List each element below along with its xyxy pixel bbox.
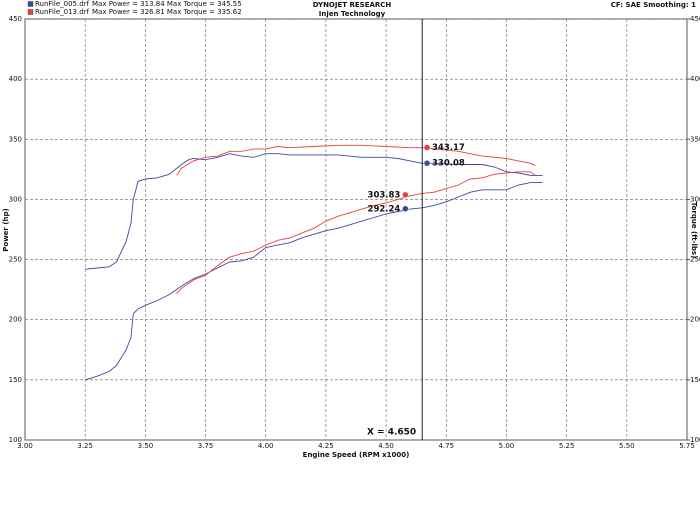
x-tick-label: 3.00 (17, 442, 33, 450)
legend-entry: RunFile_005.drf (35, 0, 90, 8)
y2-tick-label: 300 (690, 195, 700, 203)
y2-tick-label: 450 (690, 15, 700, 23)
cursor-marker (423, 159, 431, 167)
y2-tick-label: 350 (690, 135, 700, 143)
y-tick-label: 100 (9, 436, 22, 444)
y-tick-label: 350 (9, 135, 22, 143)
x-tick-label: 5.50 (619, 442, 635, 450)
x-tick-label: 3.50 (138, 442, 154, 450)
y-tick-label: 200 (9, 316, 22, 324)
y-tick-label: 150 (9, 376, 22, 384)
torque-line (176, 144, 536, 176)
marker-label: 303.83 (368, 190, 401, 200)
cursor-marker (402, 205, 409, 213)
y-tick-label: 400 (9, 75, 22, 83)
cursor-label: X = 4.650 (367, 428, 416, 438)
x-axis-label: Engine Speed (RPM x1000) (303, 451, 410, 459)
y-tick-label: 250 (9, 256, 22, 264)
legend-swatch (27, 9, 34, 15)
plot-area (24, 18, 688, 441)
legend-entry: RunFile_013.drf (35, 8, 90, 16)
y2-tick-label: 400 (690, 75, 700, 83)
x-tick-label: 5.25 (559, 442, 575, 450)
chart-subtitle: Injen Technology (319, 10, 386, 18)
y2-tick-label: 150 (690, 376, 700, 384)
legend-summary: Max Power = 326.81 Max Torque = 335.62 (92, 8, 242, 16)
torque-line (85, 153, 543, 270)
x-tick-label: 4.50 (378, 442, 394, 450)
y2-axis-label: Torque (ft-lbs) (690, 202, 698, 259)
y2-tick-label: 100 (690, 436, 700, 444)
x-tick-label: 4.75 (438, 442, 454, 450)
x-tick-label: 5.75 (679, 442, 695, 450)
x-tick-label: 5.00 (499, 442, 515, 450)
marker-label: 343.17 (432, 143, 465, 153)
y-tick-label: 300 (9, 195, 22, 203)
marker-label: 330.08 (432, 159, 465, 169)
y-axis-label: Power (hp) (2, 208, 10, 251)
cursor-marker (402, 191, 409, 199)
power-line (176, 171, 536, 294)
y2-tick-label: 250 (690, 256, 700, 264)
legend-summary: Max Power = 313.84 Max Torque = 345.55 (92, 0, 242, 8)
x-tick-label: 4.25 (318, 442, 334, 450)
marker-label: 292.24 (368, 204, 401, 214)
power-line (85, 182, 543, 381)
y-tick-label: 450 (9, 15, 22, 23)
chart-title: DYNOJET RESEARCH (313, 1, 392, 9)
x-tick-label: 4.00 (258, 442, 274, 450)
y2-tick-label: 200 (690, 316, 700, 324)
legend-swatch (27, 1, 34, 7)
cursor-marker (423, 144, 431, 151)
x-tick-label: 3.75 (198, 442, 214, 450)
settings: CF: SAE Smoothing: 1 (611, 1, 696, 9)
x-tick-label: 3.25 (77, 442, 93, 450)
